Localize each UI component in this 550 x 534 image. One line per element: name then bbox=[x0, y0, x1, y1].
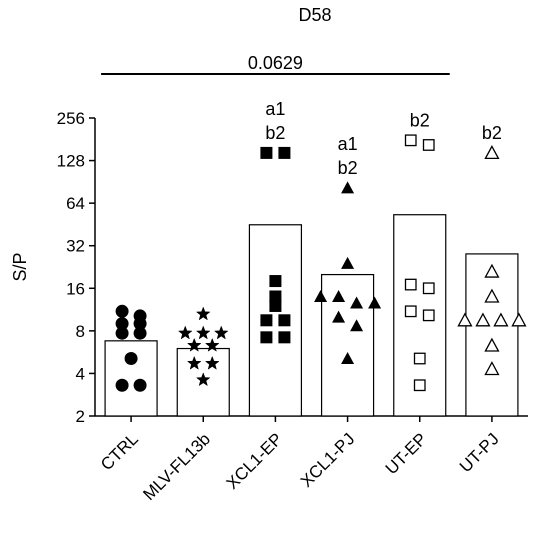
data-point-circle bbox=[124, 352, 138, 366]
data-point-triangle bbox=[314, 289, 328, 302]
y-tick-label: 128 bbox=[57, 152, 85, 171]
data-point-circle bbox=[133, 326, 147, 340]
data-point-square bbox=[260, 146, 273, 159]
group-annotation: a1 bbox=[338, 134, 358, 154]
data-point-circle bbox=[115, 317, 129, 331]
data-point-triangle bbox=[332, 310, 346, 323]
data-point-circle bbox=[115, 326, 129, 340]
chart-title: D58 bbox=[298, 5, 331, 25]
y-tick-label: 16 bbox=[66, 279, 85, 298]
data-point-star bbox=[195, 372, 211, 387]
data-point-star bbox=[186, 355, 202, 370]
group-annotation: b2 bbox=[265, 123, 285, 143]
data-point-square bbox=[413, 379, 426, 392]
x-tick-label: CTRL bbox=[97, 429, 142, 474]
data-point-square bbox=[404, 134, 417, 147]
data-point-circle bbox=[133, 317, 147, 331]
bar-xcl1-ep bbox=[248, 224, 303, 417]
y-tick-label: 64 bbox=[66, 194, 85, 213]
data-point-triangle bbox=[484, 263, 500, 278]
data-point-star bbox=[204, 337, 220, 352]
data-point-triangle bbox=[457, 312, 473, 327]
bar-xcl1-pj bbox=[320, 273, 375, 417]
data-point-square bbox=[269, 299, 282, 312]
data-point-square bbox=[269, 275, 282, 288]
data-point-star bbox=[186, 337, 202, 352]
y-tick-label: 32 bbox=[66, 237, 85, 256]
group-annotation: a1 bbox=[265, 99, 285, 119]
data-point-square bbox=[422, 139, 435, 151]
data-point-star bbox=[204, 355, 220, 370]
data-point-square bbox=[260, 331, 273, 344]
data-point-triangle bbox=[332, 289, 346, 302]
data-point-triangle bbox=[484, 288, 500, 303]
x-tick-label: MLV-FL13b bbox=[139, 429, 214, 504]
data-point-square bbox=[278, 331, 291, 344]
data-point-square bbox=[278, 314, 291, 327]
data-point-triangle bbox=[475, 312, 491, 327]
x-tick-label: UT-PJ bbox=[456, 429, 503, 476]
data-point-square bbox=[404, 278, 417, 291]
x-tick-label: XCL1-PJ bbox=[297, 429, 359, 491]
y-tick-label: 4 bbox=[76, 364, 85, 383]
data-point-triangle bbox=[484, 337, 500, 352]
y-tick-label: 256 bbox=[57, 109, 85, 128]
data-point-triangle bbox=[350, 319, 364, 332]
data-point-star bbox=[195, 306, 211, 321]
data-point-square bbox=[278, 146, 291, 159]
group-annotation: b2 bbox=[410, 110, 430, 130]
y-tick-label: 2 bbox=[76, 407, 85, 426]
data-point-square bbox=[413, 352, 426, 365]
data-point-triangle bbox=[350, 296, 364, 309]
data-point-triangle bbox=[511, 312, 527, 327]
data-point-triangle bbox=[368, 296, 382, 309]
data-point-circle bbox=[115, 304, 129, 318]
data-point-triangle bbox=[341, 256, 355, 269]
x-tick-label: XCL1-EP bbox=[223, 429, 287, 493]
data-point-triangle bbox=[341, 352, 355, 365]
data-point-triangle bbox=[484, 361, 500, 376]
p-value-label: 0.0629 bbox=[248, 53, 303, 73]
data-point-square bbox=[260, 314, 273, 327]
data-point-star bbox=[213, 325, 229, 340]
group-annotation: b2 bbox=[482, 123, 502, 143]
bar-ut-pj bbox=[465, 253, 519, 417]
y-axis-label: S/P bbox=[10, 252, 30, 281]
data-point-triangle bbox=[493, 312, 509, 327]
data-point-square bbox=[422, 309, 435, 322]
data-point-square bbox=[269, 290, 282, 303]
data-point-triangle bbox=[341, 181, 355, 194]
data-point-star bbox=[177, 325, 193, 340]
data-point-square bbox=[404, 305, 417, 318]
data-point-circle bbox=[115, 378, 129, 392]
group-annotation: b2 bbox=[338, 158, 358, 178]
data-point-square bbox=[422, 282, 435, 295]
data-point-circle bbox=[133, 378, 147, 392]
data-point-triangle bbox=[484, 145, 500, 160]
y-tick-label: 8 bbox=[76, 322, 85, 341]
x-tick-label: UT-EP bbox=[382, 429, 431, 478]
data-point-star bbox=[195, 325, 211, 340]
